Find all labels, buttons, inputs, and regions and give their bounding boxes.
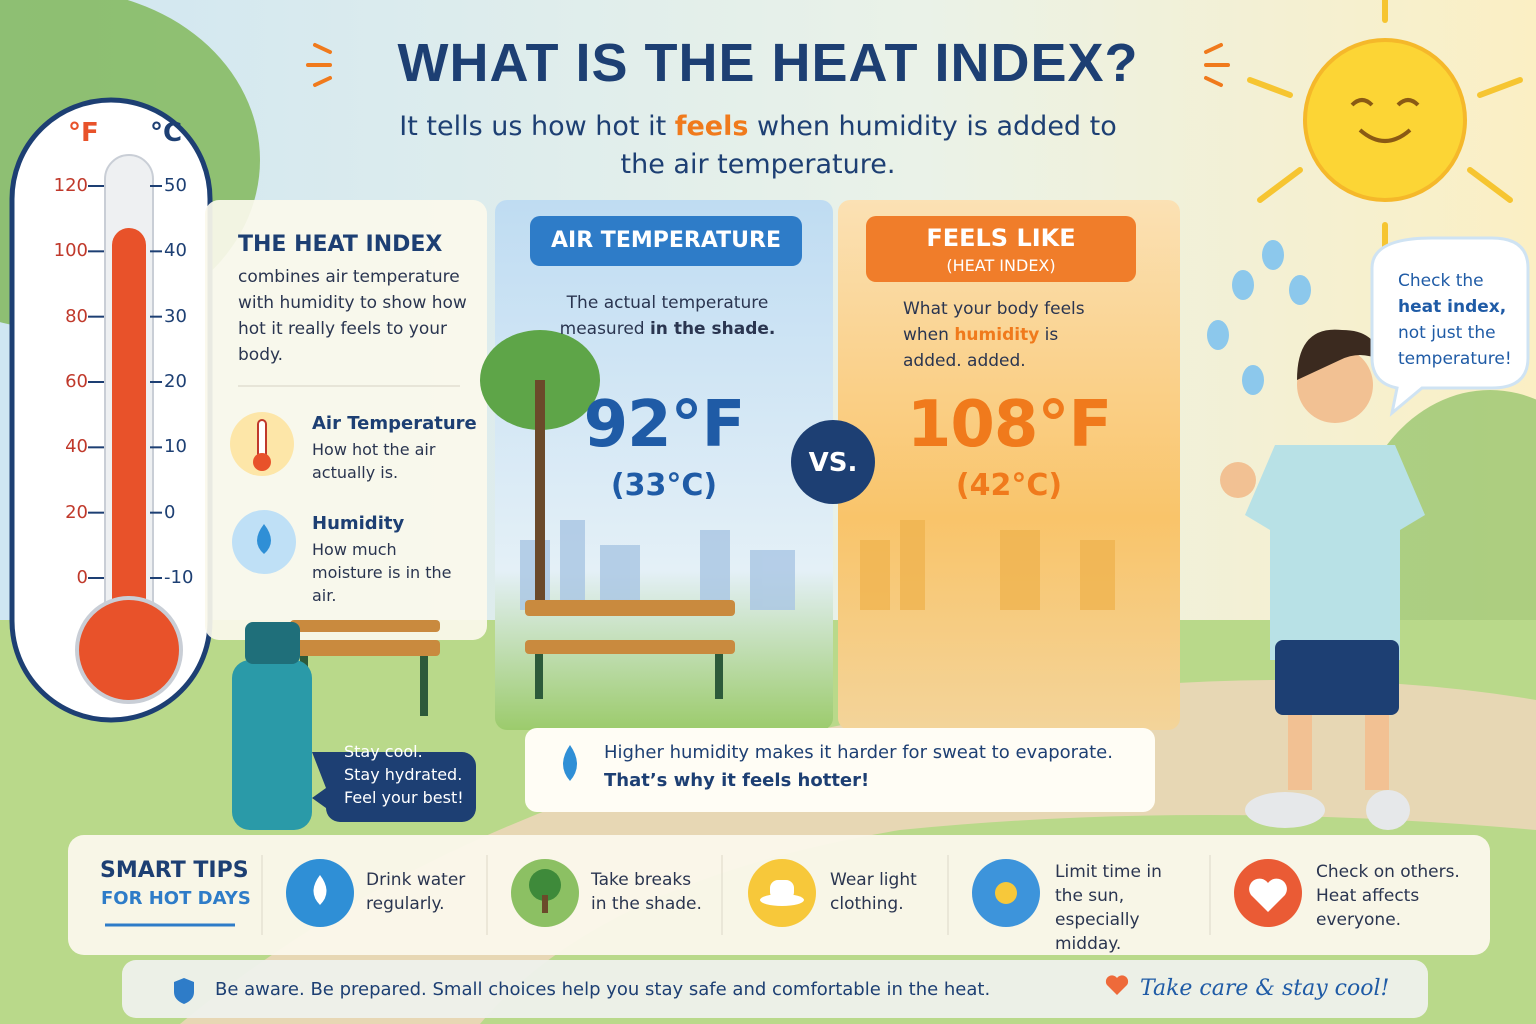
feels-text: What your body feels when humidity is ad… <box>903 296 1103 374</box>
feels-badge-sub: (HEAT INDEX) <box>946 256 1056 275</box>
tip: Wear light clothing. <box>830 870 917 914</box>
c-tick-label: 10 <box>164 436 187 458</box>
subtitle-part: when humidity is added to the air temper… <box>620 111 1117 180</box>
c-tick-label: -10 <box>164 567 194 588</box>
tips-subtitle: FOR HOT DAYS <box>101 888 251 909</box>
bottle-bubble: Stay cool. Stay hydrated. Feel your best… <box>344 740 464 809</box>
air-text: The actual temperature measured in the s… <box>545 290 790 342</box>
f-tick-label: 0 <box>76 567 88 588</box>
subtitle-highlight: feels <box>674 111 749 142</box>
feels-text-part: is added. added. <box>903 325 1059 371</box>
feels-badge: FEELS LIKE <box>926 224 1076 252</box>
f-tick-label: 100 <box>53 240 88 262</box>
footer-text: Be aware. Be prepared. Small choices hel… <box>215 979 991 1000</box>
info-text: combines air temperature with humidity t… <box>238 267 467 365</box>
tip: Take breaks in the shade. <box>591 870 702 914</box>
item-title: Air Temperature <box>312 413 477 434</box>
speech-part: not just the temperature! <box>1398 323 1512 369</box>
f-tick-label: 20 <box>65 501 88 523</box>
note-line-bold: That’s why it feels hotter! <box>604 770 870 791</box>
title: WHAT IS THE HEAT INDEX? <box>397 33 1139 93</box>
footer-signoff: Take care & stay cool! <box>1140 976 1390 1001</box>
f-tick-label: 60 <box>65 371 88 392</box>
tip: Drink water regularly. <box>366 870 466 914</box>
item-text: How much moisture is in the air. <box>312 540 452 605</box>
feels-value: 108°F <box>906 388 1112 462</box>
air-text-bold: in the shade. <box>649 319 776 339</box>
c-tick-label: 20 <box>164 371 187 392</box>
info-title: THE HEAT INDEX <box>238 232 443 257</box>
c-tick-label: 30 <box>164 305 187 327</box>
speech-bold: heat index, <box>1398 297 1507 317</box>
item-text: How hot the air actually is. <box>312 440 436 482</box>
subtitle-part: It tells us how hot it <box>399 111 675 142</box>
feels-text-part: What your body feels when <box>903 299 1085 345</box>
bubble-line: Stay hydrated. <box>344 765 463 784</box>
f-tick-label: 120 <box>53 175 88 196</box>
c-tick-label: 50 <box>164 175 187 196</box>
c-tick-label: 40 <box>164 240 187 262</box>
fahrenheit-unit: °F <box>68 118 99 148</box>
tip: Limit time in the sun, especially midday… <box>1055 862 1162 954</box>
air-value: 92°F <box>583 388 746 462</box>
tip: Check on others. Heat affects everyone. <box>1316 862 1460 930</box>
bubble-line: Stay cool. <box>344 742 423 761</box>
f-tick-label: 80 <box>65 305 88 327</box>
air-celsius: (33°C) <box>610 468 718 503</box>
speech-bubble: Check the heat index, not just the tempe… <box>1398 268 1523 372</box>
feels-celsius: (42°C) <box>955 468 1063 503</box>
subtitle: It tells us how hot it feels when humidi… <box>388 108 1128 184</box>
tips-title: SMART TIPS <box>100 858 249 883</box>
air-text-part: The actual temperature measured <box>559 293 769 339</box>
feels-text-highlight: humidity <box>954 325 1040 345</box>
speech-part: Check the <box>1398 271 1484 291</box>
bubble-line: Feel your best! <box>344 788 464 807</box>
c-tick-label: 0 <box>164 501 176 523</box>
celsius-unit: °C <box>150 118 183 148</box>
f-tick-label: 40 <box>65 436 88 458</box>
vs-label: VS. <box>808 448 858 478</box>
item-title: Humidity <box>312 513 405 534</box>
air-badge: AIR TEMPERATURE <box>551 228 781 253</box>
note-line: Higher humidity makes it harder for swea… <box>604 742 1113 763</box>
